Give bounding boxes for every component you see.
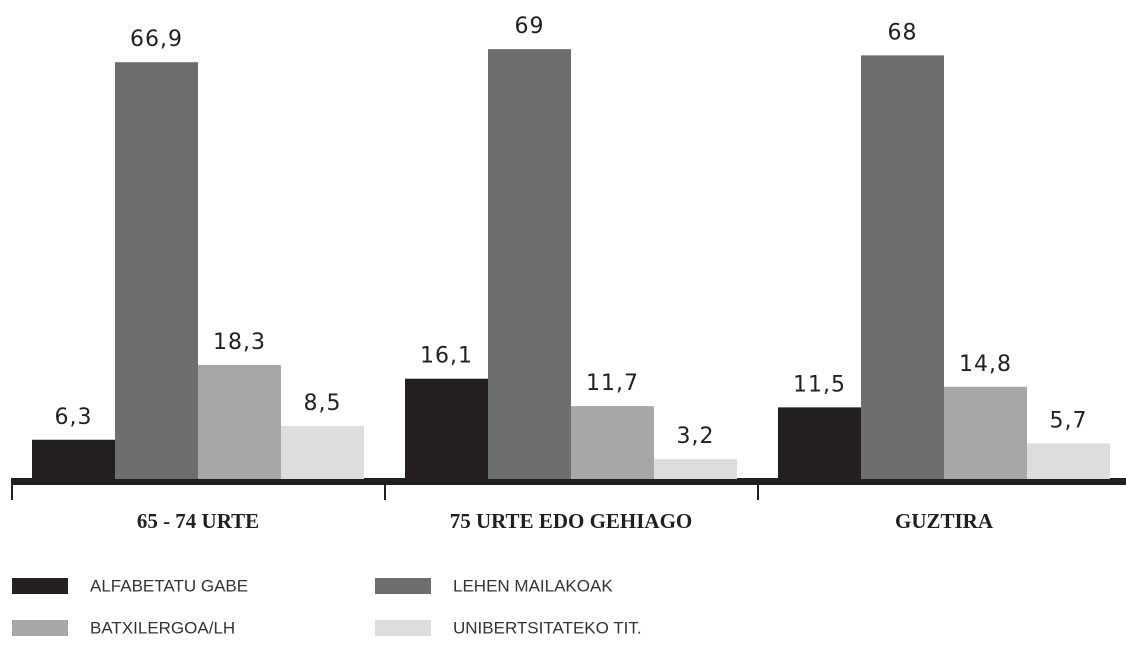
value-label: 14,8	[959, 352, 1012, 377]
value-label: 16,1	[420, 344, 473, 369]
x-tick-label: 75 URTE EDO GEHIAGO	[450, 509, 693, 533]
value-label: 66,9	[130, 27, 183, 52]
value-label: 8,5	[304, 391, 342, 416]
legend-label: ALFABETATU GABE	[90, 576, 248, 595]
x-tick-label: 65 - 74 URTE	[137, 509, 259, 533]
bar	[198, 364, 281, 479]
value-label: 68	[888, 20, 918, 45]
axis-line	[12, 478, 1126, 485]
x-tick-label: GUZTIRA	[895, 509, 994, 533]
bar	[115, 62, 198, 479]
legend-label: UNIBERTSITATEKO TIT.	[453, 618, 642, 637]
bar	[861, 55, 944, 480]
bar	[571, 406, 654, 479]
bar	[778, 407, 861, 479]
legend-swatch	[12, 578, 68, 594]
value-label: 6,3	[55, 405, 93, 430]
axis	[11, 478, 1126, 500]
value-label: 69	[515, 14, 545, 39]
bar	[281, 426, 364, 479]
value-label: 11,5	[793, 372, 846, 397]
value-label: 5,7	[1050, 408, 1088, 433]
bar	[1027, 443, 1110, 479]
legend-label: LEHEN MAILAKOAK	[453, 576, 613, 595]
legend-swatch	[375, 578, 431, 594]
axis-tick	[757, 478, 759, 500]
bar	[488, 49, 571, 479]
value-label: 18,3	[213, 330, 266, 355]
legend-swatch	[12, 620, 68, 636]
bar	[944, 386, 1027, 479]
legend-swatch	[375, 620, 431, 636]
axis-tick	[11, 478, 13, 500]
bar	[405, 378, 488, 479]
value-label: 3,2	[677, 424, 715, 449]
legend-label: BATXILERGOA/LH	[90, 618, 235, 637]
bar	[654, 459, 737, 479]
bar	[32, 439, 115, 479]
value-label: 11,7	[586, 371, 639, 396]
axis-tick	[384, 478, 386, 500]
